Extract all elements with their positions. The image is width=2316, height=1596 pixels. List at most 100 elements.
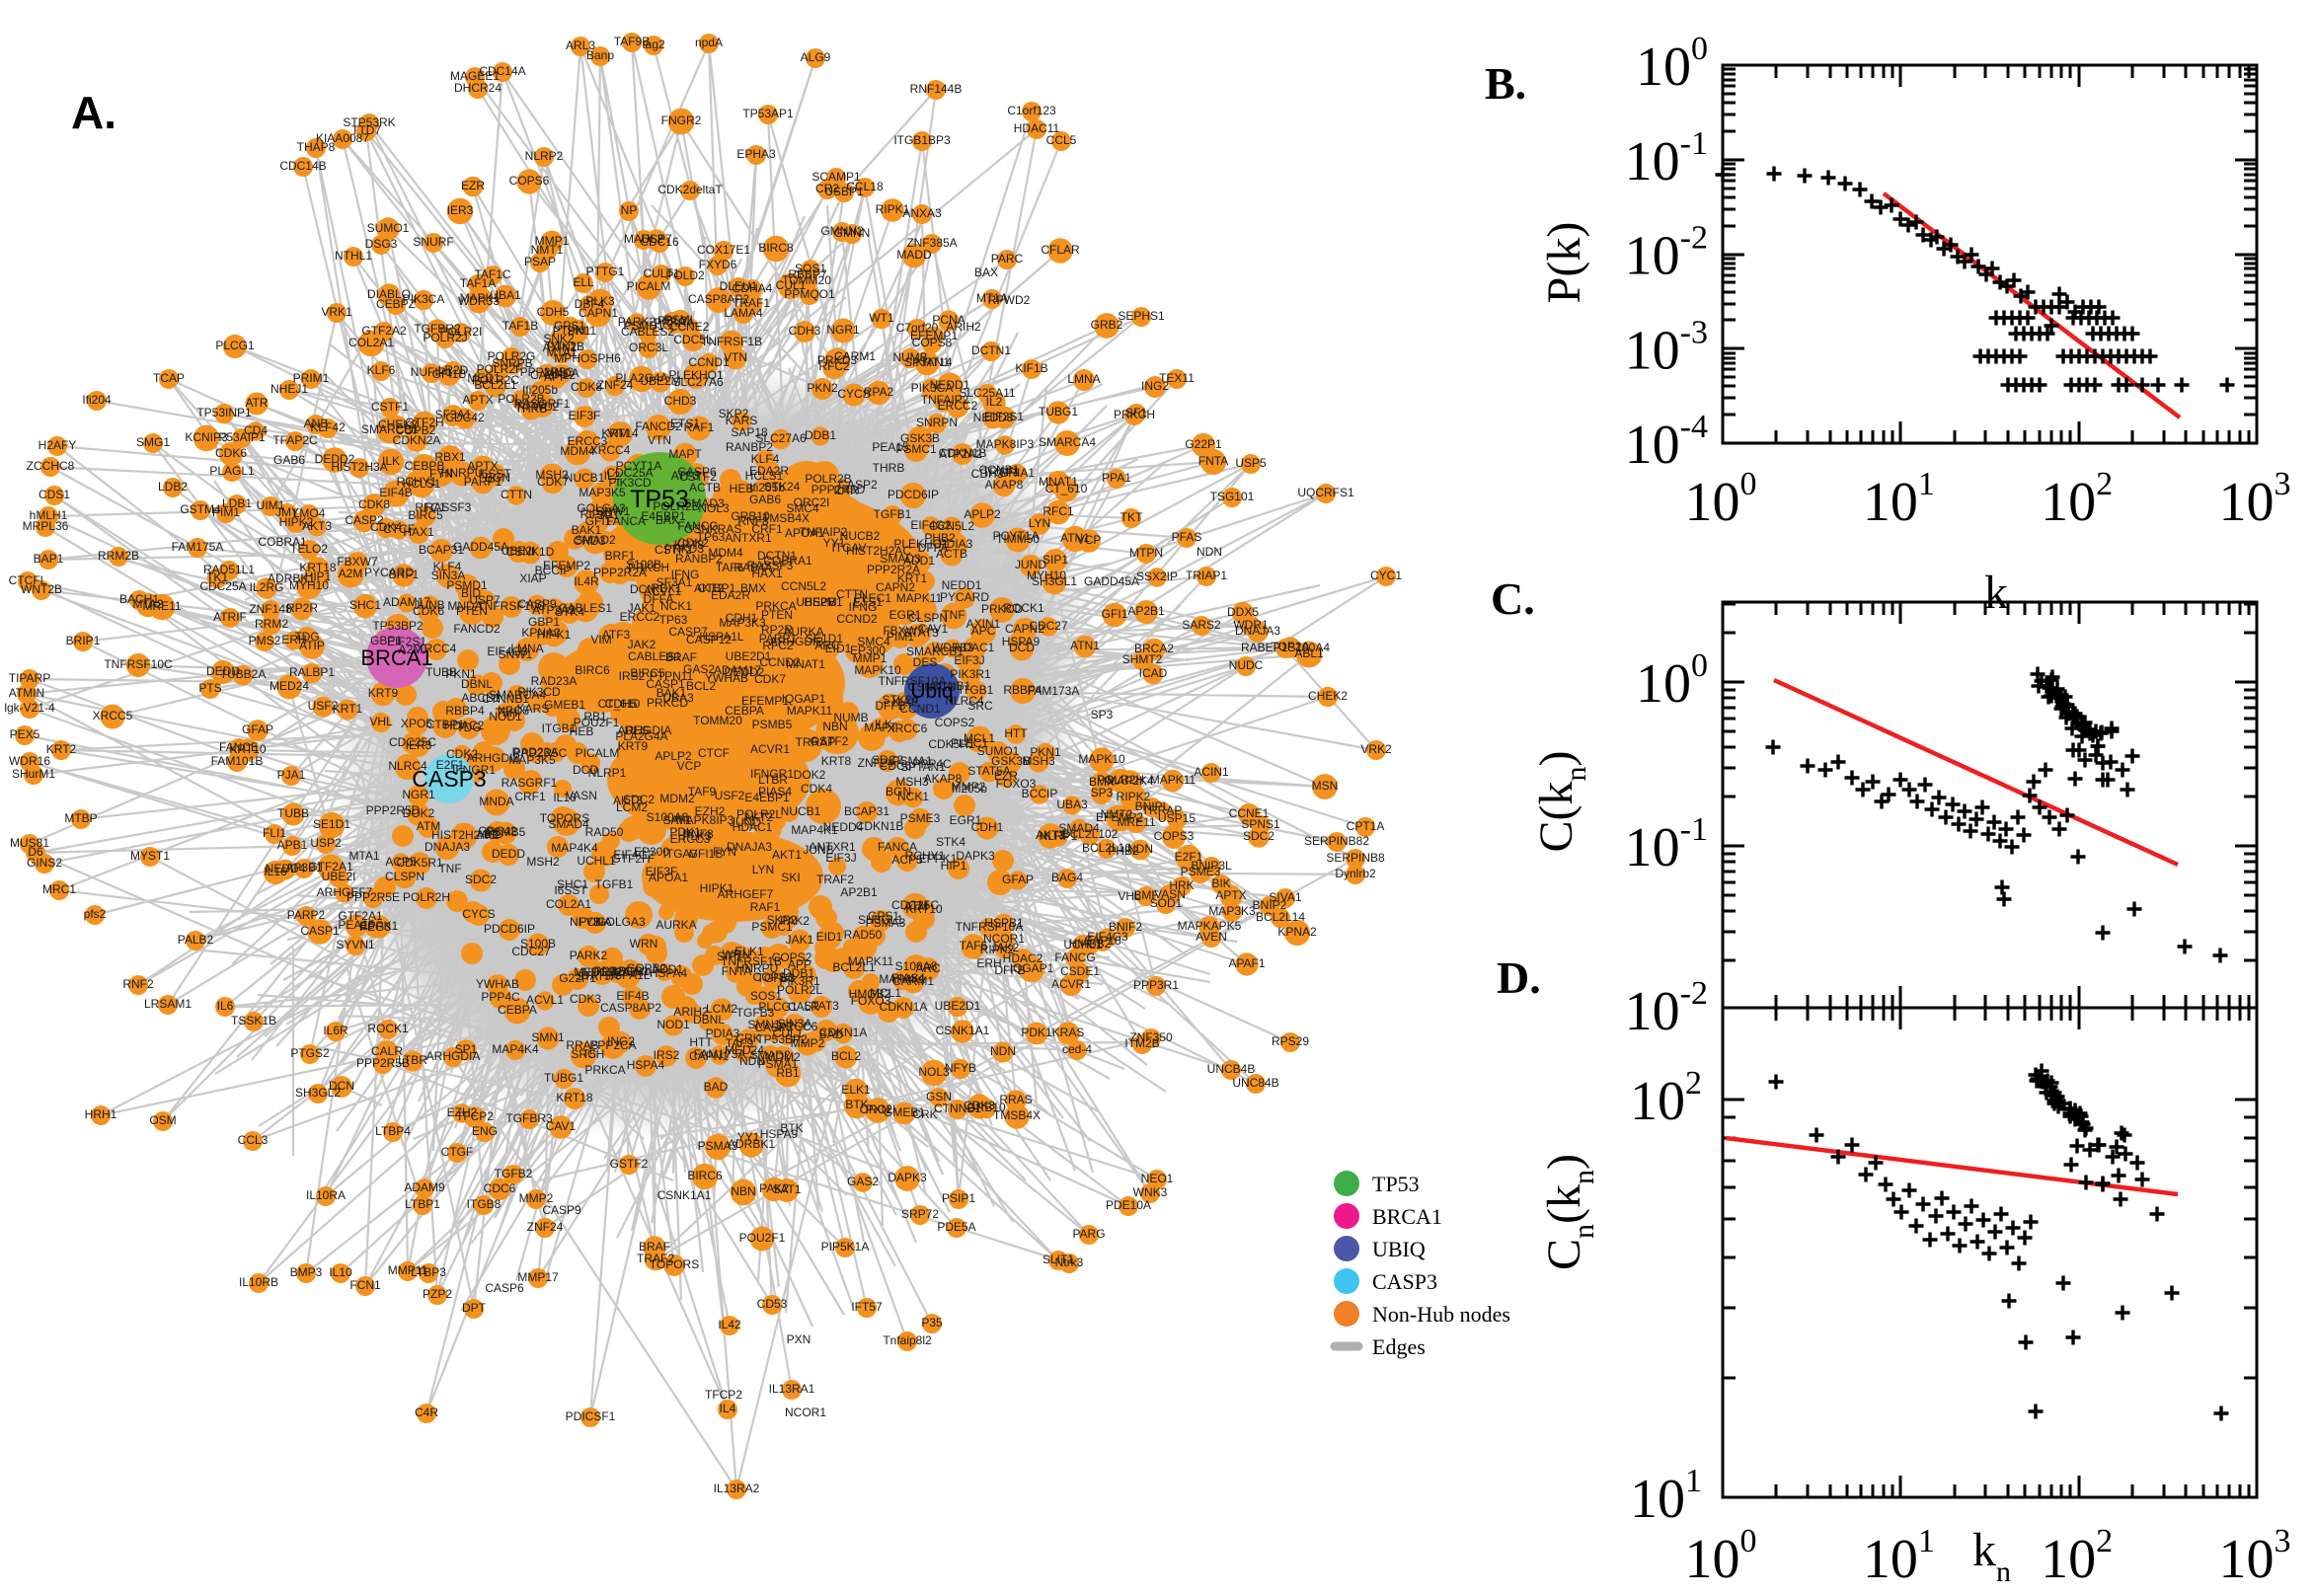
svg-text:CDK8: CDK8	[358, 497, 390, 511]
svg-text:ATM: ATM	[417, 819, 440, 833]
svg-text:CDKN1A: CDKN1A	[880, 1000, 928, 1014]
svg-text:IL10RA: IL10RA	[306, 1188, 346, 1202]
svg-text:TGFB1: TGFB1	[874, 507, 912, 521]
svg-text:SP3: SP3	[1091, 708, 1114, 722]
svg-text:APTX: APTX	[462, 393, 493, 407]
svg-text:Dynlrb2: Dynlrb2	[1335, 867, 1376, 880]
svg-text:NDN: NDN	[990, 1044, 1016, 1058]
svg-text:EFEMP2: EFEMP2	[543, 559, 590, 572]
svg-text:MAP4K4: MAP4K4	[492, 1042, 539, 1056]
svg-text:APLP2: APLP2	[655, 749, 692, 763]
svg-text:RP2R: RP2R	[761, 623, 793, 637]
svg-text:USP7: USP7	[469, 593, 501, 607]
svg-text:CTTN: CTTN	[501, 488, 532, 501]
svg-text:PTGS2: PTGS2	[290, 1046, 330, 1060]
svg-text:WNT2B: WNT2B	[21, 582, 62, 596]
svg-text:NTHL1: NTHL1	[335, 249, 372, 263]
svg-text:GRB10: GRB10	[966, 1101, 1006, 1114]
svg-text:VTN: VTN	[648, 433, 671, 447]
svg-text:RIPK2: RIPK2	[980, 943, 1015, 956]
svg-text:RB1: RB1	[583, 710, 607, 723]
svg-text:HNRPU: HNRPU	[441, 466, 484, 480]
svg-text:WT1: WT1	[869, 311, 894, 325]
svg-text:CASP3: CASP3	[412, 766, 486, 792]
svg-text:ARC: ARC	[915, 961, 941, 975]
svg-text:APAF1: APAF1	[1228, 956, 1265, 970]
svg-text:PSIP1: PSIP1	[942, 1191, 975, 1205]
svg-text:MYH10: MYH10	[1027, 569, 1066, 582]
svg-text:PZP2: PZP2	[423, 1287, 452, 1301]
svg-text:ACP5: ACP5	[385, 855, 417, 869]
svg-text:RRM2B: RRM2B	[98, 549, 139, 563]
svg-text:KRT9: KRT9	[368, 686, 399, 700]
svg-text:PPP2CA: PPP2CA	[593, 964, 640, 978]
svg-text:DBNL: DBNL	[693, 1013, 725, 1026]
svg-text:ROCK1: ROCK1	[367, 1022, 409, 1035]
svg-text:SKP2: SKP2	[719, 407, 749, 420]
svg-text:CASP2: CASP2	[345, 513, 384, 527]
svg-text:EZH2: EZH2	[695, 804, 726, 818]
svg-text:USP7: USP7	[641, 232, 672, 246]
svg-text:TNF: TNF	[438, 862, 461, 875]
svg-text:ITGB1BP3: ITGB1BP3	[893, 133, 951, 147]
svg-text:TRAF2: TRAF2	[637, 1252, 674, 1265]
svg-text:DEDD2: DEDD2	[315, 452, 355, 466]
svg-text:BRCA2: BRCA2	[1134, 642, 1174, 655]
svg-text:TAF6: TAF6	[716, 561, 744, 574]
svg-text:HTT: HTT	[1004, 726, 1028, 740]
svg-text:BIRC6: BIRC6	[687, 1169, 723, 1182]
svg-text:TAF1B: TAF1B	[502, 319, 538, 333]
svg-text:CHEK2: CHEK2	[1308, 689, 1348, 703]
svg-text:CCND1: CCND1	[899, 702, 941, 716]
svg-text:PSMB5: PSMB5	[752, 718, 793, 731]
svg-text:LMNA: LMNA	[1067, 372, 1100, 386]
svg-text:CDC42: CDC42	[445, 411, 485, 424]
svg-text:TFAP2C: TFAP2C	[272, 433, 318, 447]
svg-text:LTBP1: LTBP1	[405, 1197, 440, 1211]
svg-text:KRT10: KRT10	[905, 902, 942, 916]
svg-text:NFYB: NFYB	[945, 1061, 976, 1075]
svg-text:ING2: ING2	[1141, 379, 1169, 393]
svg-text:IER3: IER3	[406, 738, 432, 752]
svg-text:TKT: TKT	[1120, 510, 1143, 524]
svg-text:POU2F1: POU2F1	[739, 1231, 786, 1245]
svg-text:CCL18: CCL18	[846, 180, 884, 193]
svg-text:MNAT1: MNAT1	[1039, 475, 1078, 489]
svg-text:RASGRF1: RASGRF1	[502, 776, 558, 790]
svg-text:MSN: MSN	[1312, 779, 1339, 793]
svg-text:SUMO1: SUMO1	[367, 221, 410, 235]
svg-text:PTTG1: PTTG1	[586, 265, 625, 278]
svg-text:CASP2: CASP2	[838, 478, 878, 492]
svg-text:DNAJA3: DNAJA3	[727, 840, 772, 854]
svg-text:CASP9: CASP9	[542, 1203, 581, 1217]
svg-text:KRAS: KRAS	[710, 522, 742, 536]
svg-text:UBE2D1: UBE2D1	[935, 999, 981, 1013]
svg-text:CHD3: CHD3	[664, 394, 697, 408]
svg-text:FAM101B: FAM101B	[211, 754, 264, 768]
svg-text:IL2: IL2	[986, 395, 1003, 409]
svg-text:NOL3: NOL3	[698, 501, 730, 515]
svg-text:ACVR1: ACVR1	[750, 742, 790, 756]
svg-text:CASP3: CASP3	[1372, 1269, 1437, 1294]
svg-text:CLSPN: CLSPN	[385, 870, 425, 883]
svg-text:TP53: TP53	[1372, 1172, 1420, 1196]
svg-text:Non-Hub nodes: Non-Hub nodes	[1372, 1302, 1510, 1327]
svg-text:NEO1: NEO1	[1141, 1172, 1174, 1185]
svg-text:MDM2: MDM2	[659, 792, 695, 805]
svg-text:IRS2: IRS2	[619, 669, 646, 683]
svg-text:SMAD2: SMAD2	[749, 1048, 791, 1062]
svg-text:ZCCHC8: ZCCHC8	[27, 459, 75, 473]
svg-text:APOA1: APOA1	[649, 871, 688, 884]
svg-text:Ubiq: Ubiq	[910, 680, 953, 703]
svg-text:MRE11: MRE11	[142, 599, 181, 613]
svg-text:B.: B.	[1485, 58, 1526, 109]
svg-text:CDK6: CDK6	[413, 604, 444, 618]
svg-text:MMP1: MMP1	[535, 234, 570, 248]
svg-text:SAP18: SAP18	[731, 425, 768, 439]
svg-text:E2F1: E2F1	[1175, 850, 1203, 864]
svg-text:BRCA1: BRCA1	[360, 646, 432, 670]
svg-text:GMNN2: GMNN2	[820, 224, 864, 238]
svg-text:EFEMP2: EFEMP2	[1096, 810, 1143, 824]
svg-text:DNAJA3: DNAJA3	[425, 840, 470, 854]
svg-text:ACTB: ACTB	[689, 481, 721, 494]
